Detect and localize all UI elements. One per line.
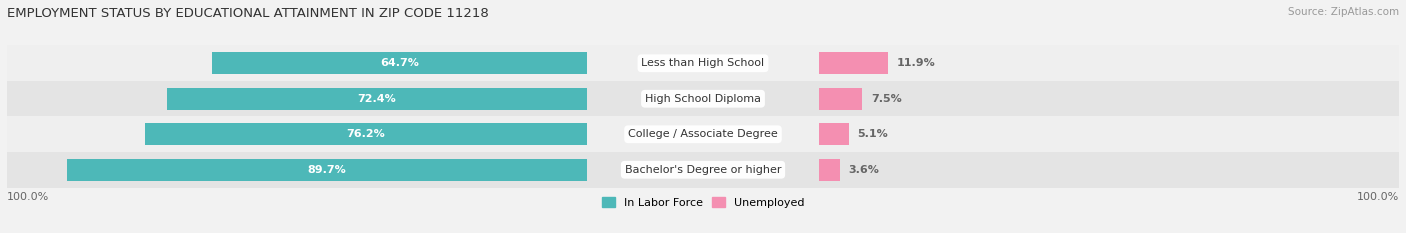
Bar bbox=[7, 116, 1399, 152]
Bar bbox=[818, 123, 849, 145]
Text: Source: ZipAtlas.com: Source: ZipAtlas.com bbox=[1288, 7, 1399, 17]
Bar bbox=[7, 152, 1399, 188]
Text: 89.7%: 89.7% bbox=[308, 165, 346, 175]
Bar bbox=[818, 52, 889, 74]
Text: 3.6%: 3.6% bbox=[849, 165, 879, 175]
Bar bbox=[7, 81, 1399, 116]
Bar bbox=[818, 88, 862, 110]
Text: Bachelor's Degree or higher: Bachelor's Degree or higher bbox=[624, 165, 782, 175]
Text: 76.2%: 76.2% bbox=[347, 129, 385, 139]
Text: 11.9%: 11.9% bbox=[897, 58, 935, 68]
Text: 7.5%: 7.5% bbox=[872, 94, 901, 104]
Text: EMPLOYMENT STATUS BY EDUCATIONAL ATTAINMENT IN ZIP CODE 11218: EMPLOYMENT STATUS BY EDUCATIONAL ATTAINM… bbox=[7, 7, 489, 20]
Bar bbox=[7, 45, 1399, 81]
Bar bbox=[818, 159, 839, 181]
Bar bbox=[66, 159, 588, 181]
Text: Less than High School: Less than High School bbox=[641, 58, 765, 68]
Bar bbox=[212, 52, 588, 74]
Text: College / Associate Degree: College / Associate Degree bbox=[628, 129, 778, 139]
Bar bbox=[145, 123, 588, 145]
Text: 64.7%: 64.7% bbox=[380, 58, 419, 68]
Text: 72.4%: 72.4% bbox=[357, 94, 396, 104]
Text: 100.0%: 100.0% bbox=[1357, 192, 1399, 202]
Text: 100.0%: 100.0% bbox=[7, 192, 49, 202]
Bar bbox=[167, 88, 588, 110]
Text: 5.1%: 5.1% bbox=[858, 129, 889, 139]
Legend: In Labor Force, Unemployed: In Labor Force, Unemployed bbox=[598, 193, 808, 212]
Text: High School Diploma: High School Diploma bbox=[645, 94, 761, 104]
